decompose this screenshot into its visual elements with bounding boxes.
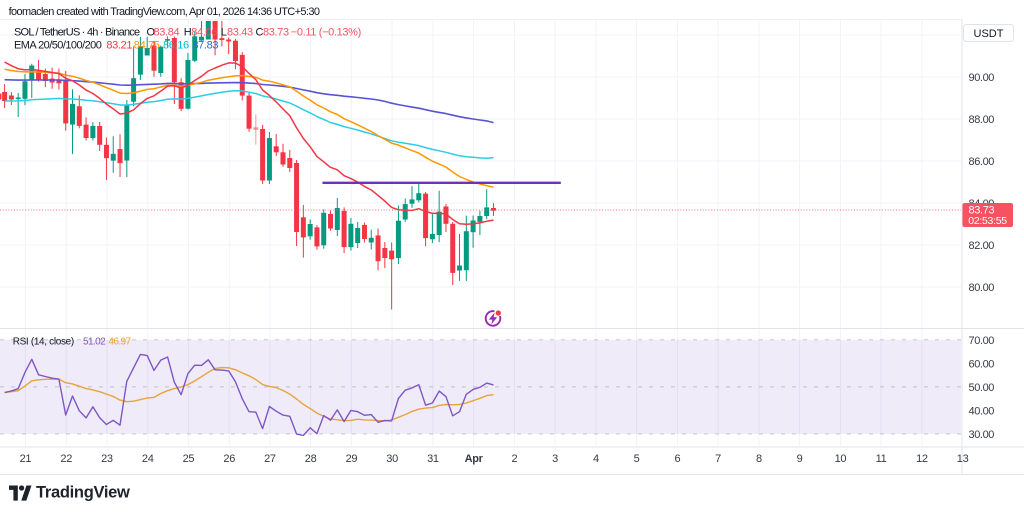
svg-text:82.00: 82.00 — [969, 240, 995, 252]
svg-text:83.43: 83.43 — [227, 27, 253, 39]
svg-text:EMA 20/50/100/200: EMA 20/50/100/200 — [14, 40, 102, 52]
svg-text:51.02: 51.02 — [83, 337, 106, 348]
svg-text:83.21: 83.21 — [106, 40, 132, 52]
svg-text:H: H — [184, 27, 192, 39]
svg-text:3: 3 — [552, 453, 558, 465]
svg-text:foomaclen created with Trading: foomaclen created with TradingView.com, … — [9, 6, 320, 18]
svg-text:86.00: 86.00 — [969, 156, 995, 168]
svg-text:5: 5 — [634, 453, 640, 465]
svg-text:C: C — [256, 27, 264, 39]
svg-text:86.16: 86.16 — [163, 40, 189, 52]
svg-text:9: 9 — [797, 453, 803, 465]
svg-text:30.00: 30.00 — [969, 429, 995, 441]
svg-text:24: 24 — [142, 453, 154, 465]
svg-text:50.00: 50.00 — [969, 382, 995, 394]
svg-text:12: 12 — [916, 453, 928, 465]
svg-text:02:53:55: 02:53:55 — [968, 215, 1007, 227]
svg-text:83.73: 83.73 — [969, 204, 995, 216]
svg-text:46.97: 46.97 — [108, 337, 131, 348]
svg-text:70.00: 70.00 — [969, 335, 995, 347]
svg-text:29: 29 — [346, 453, 358, 465]
svg-text:25: 25 — [183, 453, 195, 465]
svg-text:40.00: 40.00 — [969, 406, 995, 418]
svg-text:80.00: 80.00 — [969, 282, 995, 294]
svg-text:22: 22 — [60, 453, 72, 465]
svg-text:RSI (14, close): RSI (14, close) — [13, 337, 74, 348]
svg-text:6: 6 — [674, 453, 680, 465]
svg-text:13: 13 — [957, 453, 969, 465]
svg-text:2: 2 — [511, 453, 517, 465]
svg-text:10: 10 — [835, 453, 847, 465]
svg-text:31: 31 — [427, 453, 439, 465]
svg-text:8: 8 — [756, 453, 762, 465]
svg-text:21: 21 — [20, 453, 32, 465]
svg-text:83.84: 83.84 — [154, 27, 180, 39]
svg-text:84.75: 84.75 — [134, 40, 160, 52]
svg-text:90.00: 90.00 — [969, 72, 995, 84]
svg-text:O: O — [147, 27, 156, 39]
svg-text:7: 7 — [715, 453, 721, 465]
svg-text:4: 4 — [593, 453, 599, 465]
svg-text:TradingView: TradingView — [36, 484, 130, 502]
svg-text:23: 23 — [101, 453, 113, 465]
svg-text:84.06: 84.06 — [191, 27, 217, 39]
svg-text:SOL / TetherUS · 4h · Binance: SOL / TetherUS · 4h · Binance — [14, 27, 140, 39]
svg-text:USDT: USDT — [974, 28, 1004, 40]
svg-text:26: 26 — [223, 453, 235, 465]
svg-text:L: L — [221, 27, 227, 39]
svg-text:88.00: 88.00 — [969, 114, 995, 126]
svg-text:30: 30 — [386, 453, 398, 465]
svg-text:83.73: 83.73 — [263, 27, 289, 39]
svg-text:28: 28 — [305, 453, 317, 465]
svg-text:27: 27 — [264, 453, 276, 465]
svg-text:−0.11 (−0.13%): −0.11 (−0.13%) — [291, 27, 361, 39]
svg-text:87.83: 87.83 — [192, 40, 218, 52]
svg-text:11: 11 — [876, 453, 887, 465]
svg-text:Apr: Apr — [465, 453, 484, 465]
svg-text:60.00: 60.00 — [969, 359, 995, 371]
